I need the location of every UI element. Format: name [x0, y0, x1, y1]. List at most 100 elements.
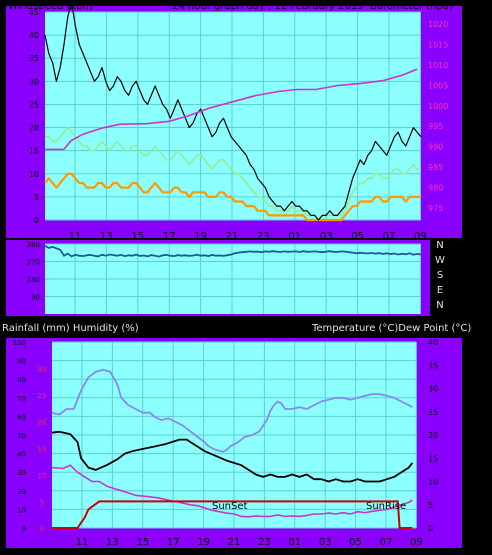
baro-tick-label: 1005 [428, 81, 448, 90]
wind-avg-line [45, 126, 421, 221]
temp-tick-label: 35 [428, 361, 438, 370]
wind-direction-line [44, 245, 422, 258]
x-tick-label: 11 [76, 537, 89, 548]
wind-tick-label: 20 [29, 124, 39, 133]
wind-tick-label: 45 [29, 8, 39, 17]
rain-tick-label: 15 [38, 445, 47, 453]
humidity-tick-label: 10 [17, 506, 26, 514]
wind-axis-title: Windspeed (kph) [8, 1, 93, 12]
x-tick-label: 15 [131, 231, 144, 242]
compass-label: E [437, 285, 443, 296]
dewpoint-line [51, 464, 413, 518]
temp-tick-label: 0 [428, 524, 433, 533]
x-tick-label: 03 [319, 537, 332, 548]
dir-tick-label: 360 [27, 241, 40, 249]
x-tick-label: 19 [194, 231, 207, 242]
rain-tick-label: 25 [38, 392, 47, 400]
x-tick-label: 17 [167, 537, 180, 548]
x-tick-label: 01 [288, 537, 301, 548]
x-tick-label: 23 [258, 537, 271, 548]
humidity-line [51, 368, 413, 453]
x-tick-label: 11 [69, 231, 82, 242]
temp-tick-label: 5 [428, 501, 433, 510]
sunrise-label: SunRise [366, 501, 406, 512]
humidity-tick-label: 100 [13, 339, 26, 347]
humidity-tick-label: 0 [22, 525, 26, 533]
wind-tick-label: 25 [29, 100, 39, 109]
compass-label: N [436, 240, 443, 251]
x-tick-label: 07 [383, 231, 396, 242]
barometer-axis-title: Barometer (hpa) [370, 1, 453, 12]
rain-tick-label: 0 [40, 525, 44, 533]
wind-tick-label: 10 [29, 170, 39, 179]
wind-tick-label: 35 [29, 54, 39, 63]
baro-tick-label: 980 [428, 183, 443, 192]
temp-tick-label: 15 [428, 454, 438, 463]
temp-humidity-series [51, 368, 414, 529]
compass-label: S [437, 270, 443, 281]
temp-tick-label: 30 [428, 385, 438, 394]
x-tick-label: 21 [226, 231, 239, 242]
baro-tick-label: 1000 [428, 102, 448, 111]
x-tick-label: 13 [100, 231, 113, 242]
rain-tick-label: 10 [38, 472, 47, 480]
wind-gust-line [44, 2, 422, 221]
x-tick-label: 09 [414, 231, 427, 242]
wind-tick-label: 5 [34, 193, 39, 202]
baro-tick-label: 1010 [428, 61, 448, 70]
baro-tick-label: 990 [428, 143, 443, 152]
wind-tick-label: 40 [29, 31, 39, 40]
wind-axes: 11 13 15 17 19 21 23 01 03 05 07 090510152025303540… [29, 8, 449, 242]
x-tick-label: 21 [228, 537, 241, 548]
rain-tick-label: 20 [38, 419, 47, 427]
x-tick-label: 13 [106, 537, 119, 548]
temperature-axes: 11 13 15 17 19 21 23 01 03 05 07 090102030405060708… [13, 338, 439, 548]
x-tick-label: 05 [351, 231, 364, 242]
wind-tick-label: 30 [29, 77, 39, 86]
temp-tick-label: 25 [428, 408, 438, 417]
temperature-title: Temperature (°C)Dew Point (°C) [311, 323, 471, 334]
x-tick-label: 01 [288, 231, 301, 242]
graph-title: 24 hour graph day : 12 February 2019 [172, 1, 363, 12]
dir-tick-label: 180 [27, 276, 40, 284]
rain-line [52, 500, 413, 529]
wind-pressure-series [44, 2, 422, 222]
compass-label: W [435, 255, 445, 266]
humidity-tick-label: 40 [17, 451, 26, 459]
wind-tick-label: 15 [29, 147, 39, 156]
temp-tick-label: 20 [428, 431, 438, 440]
barometer-line [45, 68, 418, 151]
baro-tick-label: 975 [428, 204, 443, 213]
x-tick-label: 09 [410, 537, 423, 548]
wind-tick-label: 0 [34, 216, 39, 225]
x-tick-label: 23 [257, 231, 270, 242]
humidity-tick-label: 60 [17, 413, 26, 421]
rain-humidity-title: Rainfall (mm) Humidity (%) [2, 323, 139, 334]
baro-tick-label: 1015 [428, 41, 448, 50]
temperature-grid [52, 341, 417, 529]
temperature-line [51, 430, 414, 483]
temp-tick-label: 40 [428, 338, 438, 347]
dir-tick-label: 90 [31, 294, 40, 302]
direction-series [44, 245, 422, 258]
baro-tick-label: 1020 [428, 20, 448, 29]
x-tick-label: 19 [197, 537, 210, 548]
wind-low-line [44, 172, 421, 222]
dir-tick-label: 270 [27, 259, 40, 267]
sunset-label: SunSet [212, 501, 248, 512]
x-tick-label: 05 [349, 537, 362, 548]
humidity-tick-label: 90 [17, 358, 26, 366]
baro-tick-label: 985 [428, 163, 443, 172]
x-tick-label: 03 [320, 231, 333, 242]
humidity-tick-label: 70 [17, 395, 26, 403]
humidity-tick-label: 20 [17, 488, 26, 496]
humidity-tick-label: 50 [17, 432, 26, 440]
rain-tick-label: 5 [40, 498, 44, 506]
x-tick-label: 17 [163, 231, 176, 242]
direction-grid [45, 243, 421, 314]
humidity-tick-label: 80 [17, 376, 26, 384]
temp-tick-label: 10 [428, 478, 438, 487]
